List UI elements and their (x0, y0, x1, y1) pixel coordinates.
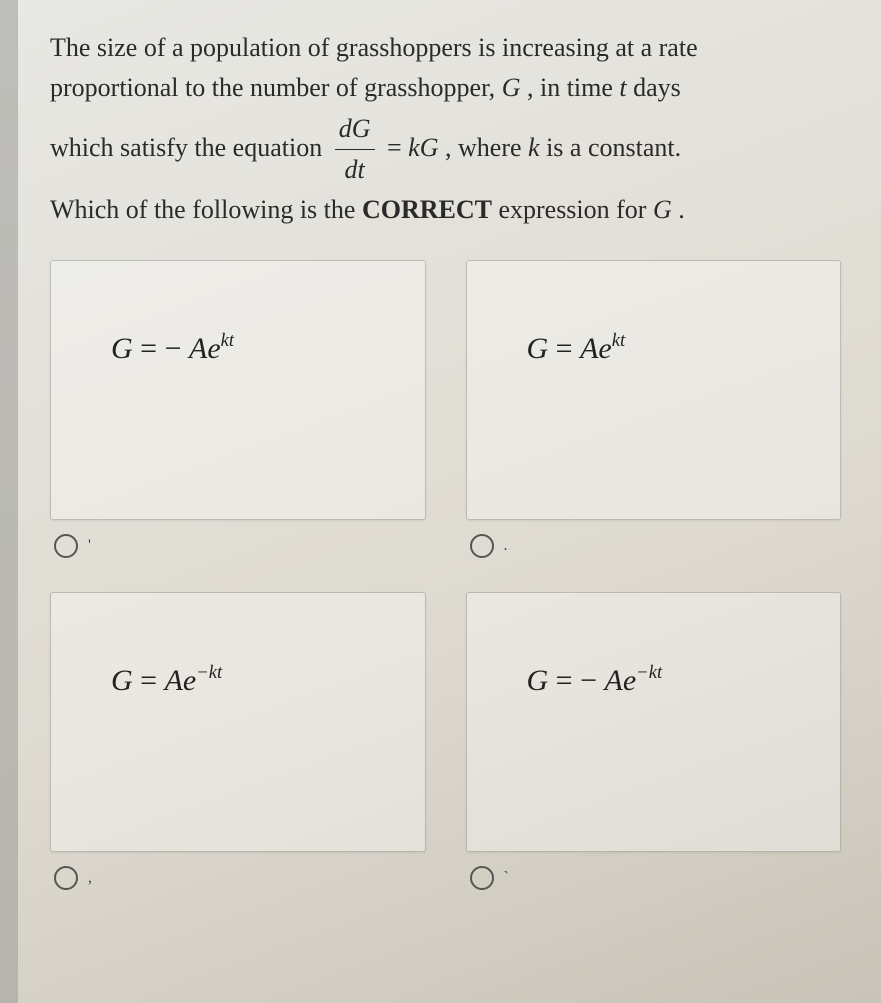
radio-marker: , (88, 869, 92, 887)
frac-num-d: d (339, 114, 352, 143)
form-exp: −kt (636, 662, 662, 683)
q-line2-a: proportional to the number of grasshoppe… (50, 73, 502, 102)
q-line4-c: . (672, 195, 685, 224)
form-eq: = (548, 332, 580, 365)
options-grid: G = − Aekt ' G = Aekt . G = Ae−kt , (50, 260, 841, 890)
question-text: The size of a population of grasshoppers… (50, 28, 841, 230)
q-var-G: G (502, 73, 521, 102)
radio-row: ` (466, 866, 842, 890)
form-eq: = (133, 664, 165, 697)
frac-num-G: G (352, 114, 371, 143)
option-formula: G = − Aekt (111, 331, 234, 366)
q-var-kG: kG (408, 132, 438, 161)
q-line2-c: days (627, 73, 681, 102)
q-line-1: The size of a population of grasshoppers… (50, 28, 841, 68)
form-A: A (189, 332, 207, 365)
option-c: G = Ae−kt , (50, 592, 426, 890)
option-formula: G = − Ae−kt (527, 663, 663, 698)
radio-row: , (50, 866, 426, 890)
option-formula: G = Ae−kt (111, 663, 222, 698)
form-e: e (183, 664, 196, 697)
form-A: A (605, 664, 623, 697)
form-G: G (527, 664, 549, 697)
fraction-dG-dt: dG dt (335, 109, 375, 191)
frac-den-t: t (357, 155, 364, 184)
radio-button[interactable] (54, 866, 78, 890)
q-line4-b: expression for (492, 195, 653, 224)
form-G: G (111, 664, 133, 697)
option-card[interactable]: G = − Aekt (50, 260, 426, 520)
form-A: A (165, 664, 183, 697)
q-var-k: k (528, 132, 540, 161)
option-formula: G = Aekt (527, 331, 626, 366)
form-G: G (111, 332, 133, 365)
form-exp: kt (221, 330, 234, 351)
option-a: G = − Aekt ' (50, 260, 426, 558)
form-e: e (623, 664, 636, 697)
q-line4-G: G (653, 195, 672, 224)
radio-button[interactable] (470, 534, 494, 558)
radio-button[interactable] (54, 534, 78, 558)
q-line3-eq: = (387, 132, 408, 161)
q-line3-a: which satisfy the equation (50, 132, 329, 161)
frac-den-d: d (344, 155, 357, 184)
q-line-4: Which of the following is the CORRECT ex… (50, 190, 841, 230)
q-line3-b: , where (439, 132, 529, 161)
form-eq: = − (133, 332, 189, 365)
q-line-2: proportional to the number of grasshoppe… (50, 68, 841, 108)
form-exp: kt (612, 330, 625, 351)
form-A: A (580, 332, 598, 365)
radio-marker: ` (504, 869, 509, 887)
radio-row: . (466, 534, 842, 558)
option-card[interactable]: G = − Ae−kt (466, 592, 842, 852)
q-line4-a: Which of the following is the (50, 195, 362, 224)
q-line4-bold: CORRECT (362, 195, 492, 224)
q-line3-c: is a constant. (540, 132, 682, 161)
q-var-t: t (619, 73, 626, 102)
radio-button[interactable] (470, 866, 494, 890)
radio-row: ' (50, 534, 426, 558)
option-b: G = Aekt . (466, 260, 842, 558)
option-card[interactable]: G = Aekt (466, 260, 842, 520)
form-e: e (598, 332, 611, 365)
frac-num: dG (335, 109, 375, 150)
form-e: e (207, 332, 220, 365)
radio-marker: ' (88, 537, 91, 555)
option-card[interactable]: G = Ae−kt (50, 592, 426, 852)
frac-den: dt (335, 150, 375, 190)
radio-marker: . (504, 537, 508, 555)
q-line-3: which satisfy the equation dG dt = kG , … (50, 109, 841, 191)
form-exp: −kt (196, 662, 222, 683)
form-G: G (527, 332, 549, 365)
q-line2-b: , in time (520, 73, 619, 102)
option-d: G = − Ae−kt ` (466, 592, 842, 890)
form-eq: = − (548, 664, 604, 697)
